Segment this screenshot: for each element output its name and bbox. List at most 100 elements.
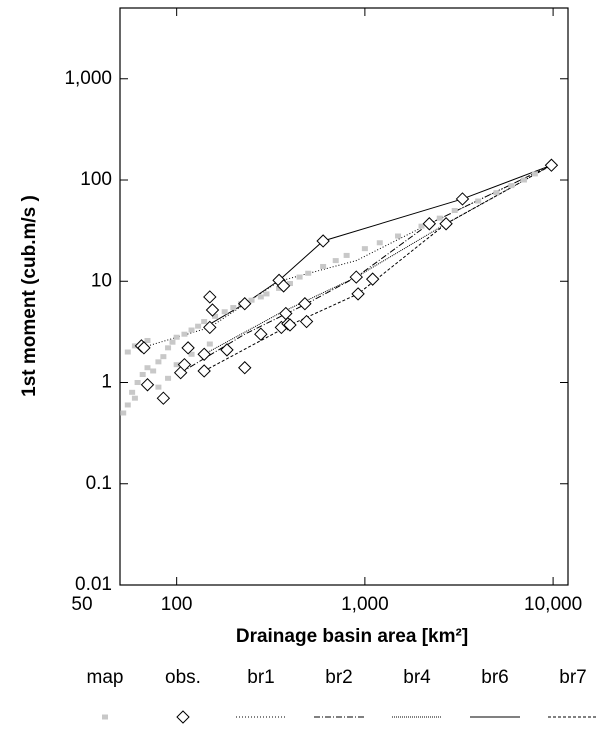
map-point — [276, 285, 283, 291]
obs-point — [238, 297, 252, 311]
legend-label: br2 — [325, 667, 352, 688]
obs-point — [349, 270, 363, 284]
series-line — [180, 164, 552, 374]
y-tick-label: 0.1 — [86, 473, 112, 494]
obs-point — [197, 364, 211, 378]
map-point — [361, 246, 368, 252]
series-line — [203, 164, 552, 328]
map-point — [418, 223, 425, 229]
plot-frame — [119, 7, 569, 586]
obs-point — [544, 158, 559, 172]
map-point — [160, 354, 167, 360]
map-point — [508, 183, 515, 189]
y-tick-label: 0.01 — [75, 574, 112, 595]
obs-point — [203, 290, 217, 304]
map-point — [332, 258, 339, 264]
x-axis-label: Drainage basin area [km²] — [236, 626, 468, 647]
map-point — [173, 334, 180, 340]
x-tick-label: 50 — [71, 594, 92, 615]
y-tick-label: 100 — [80, 169, 112, 190]
map-point — [248, 297, 255, 303]
map-point — [212, 313, 219, 319]
y-tick-label: 1,000 — [64, 68, 112, 89]
obs-point — [181, 341, 195, 355]
obs-point — [137, 341, 151, 355]
map-point — [305, 270, 312, 276]
legend-label: obs. — [165, 667, 201, 688]
obs-point — [203, 320, 217, 335]
obs-point — [205, 303, 220, 317]
map-point — [124, 402, 131, 408]
legend-label: map — [87, 667, 124, 688]
y-axis-label: 1st moment (cub.m/s ) — [19, 195, 40, 397]
map-point — [520, 177, 527, 183]
obs-point — [177, 357, 192, 372]
obs-point — [422, 217, 437, 231]
map-point — [296, 274, 303, 280]
map-point — [221, 309, 228, 315]
map-point — [376, 240, 383, 246]
map-point — [188, 351, 195, 357]
map-point — [206, 341, 213, 347]
map-point — [165, 345, 172, 351]
map-point — [169, 339, 176, 345]
series-line — [203, 164, 552, 372]
obs-point — [439, 217, 453, 231]
obs-point — [283, 318, 297, 332]
legend-label: br7 — [559, 667, 586, 688]
x-tick-label: 10,000 — [524, 594, 582, 615]
map-point — [181, 331, 188, 337]
obs-point — [279, 306, 293, 321]
map-point — [257, 294, 264, 300]
map-point — [134, 380, 141, 386]
map-point — [150, 368, 157, 374]
map-point — [395, 233, 402, 239]
map-point — [144, 365, 151, 371]
map-point — [120, 410, 127, 416]
legend-symbol — [176, 710, 190, 724]
x-tick-label: 100 — [161, 594, 193, 615]
legend-label: br4 — [403, 667, 431, 688]
y-tick-label: 10 — [91, 270, 112, 291]
map-point — [320, 263, 327, 269]
map-point — [201, 319, 208, 325]
map-point — [451, 207, 458, 213]
obs-point — [299, 314, 314, 329]
map-point — [155, 359, 162, 365]
map-point — [263, 291, 270, 297]
obs-point — [365, 272, 380, 286]
map-point — [531, 171, 538, 177]
legend-symbol — [102, 714, 108, 720]
legend-label: br1 — [247, 667, 274, 688]
map-point — [124, 349, 131, 355]
map-point — [165, 375, 172, 381]
y-tick-label: 1 — [101, 372, 112, 393]
map-point — [155, 384, 162, 390]
map-point — [343, 252, 350, 258]
obs-point — [254, 327, 268, 341]
map-point — [195, 323, 202, 329]
obs-point — [276, 279, 291, 293]
obs-point — [455, 192, 470, 206]
legend-label: br6 — [481, 667, 508, 688]
obs-point — [197, 347, 211, 361]
obs-point — [298, 297, 312, 311]
map-point — [286, 281, 293, 287]
obs-point — [220, 343, 234, 357]
map-point — [493, 190, 500, 196]
obs-point — [140, 378, 155, 392]
x-tick-label: 1,000 — [341, 594, 389, 615]
map-point — [144, 337, 151, 343]
obs-point — [316, 234, 330, 248]
obs-point — [351, 287, 365, 301]
map-point — [188, 327, 195, 333]
map-point — [139, 371, 146, 377]
obs-point — [238, 361, 252, 375]
map-point — [230, 305, 237, 311]
map-point — [436, 215, 443, 221]
map-point — [129, 389, 136, 395]
map-point — [131, 395, 138, 401]
map-point — [173, 362, 180, 368]
obs-point — [156, 391, 171, 405]
